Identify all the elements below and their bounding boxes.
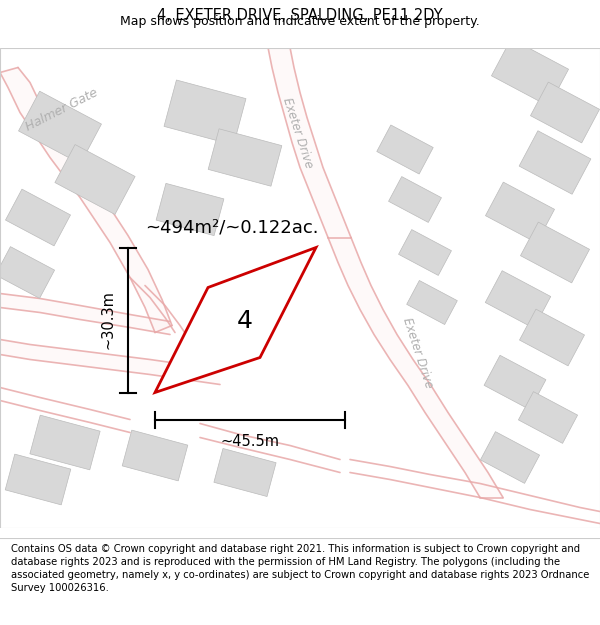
Polygon shape	[481, 432, 539, 483]
Polygon shape	[484, 355, 546, 410]
Polygon shape	[5, 454, 71, 505]
Polygon shape	[377, 125, 433, 174]
Polygon shape	[485, 182, 554, 243]
Polygon shape	[520, 222, 590, 283]
Polygon shape	[407, 281, 457, 324]
Text: ~494m²/~0.122ac.: ~494m²/~0.122ac.	[145, 219, 319, 236]
Polygon shape	[5, 189, 70, 246]
Text: Exeter Drive: Exeter Drive	[280, 96, 316, 169]
Polygon shape	[0, 339, 220, 384]
Polygon shape	[530, 82, 599, 143]
Polygon shape	[155, 248, 316, 392]
Polygon shape	[268, 48, 351, 238]
Polygon shape	[518, 392, 578, 443]
Polygon shape	[389, 177, 442, 222]
Polygon shape	[328, 238, 503, 498]
Polygon shape	[164, 80, 246, 145]
Polygon shape	[208, 129, 282, 186]
Polygon shape	[491, 39, 569, 106]
Polygon shape	[0, 247, 55, 298]
Polygon shape	[0, 294, 170, 334]
Polygon shape	[398, 229, 451, 276]
Polygon shape	[214, 449, 276, 496]
Polygon shape	[30, 415, 100, 470]
Polygon shape	[520, 309, 584, 366]
Text: Exeter Drive: Exeter Drive	[400, 316, 436, 389]
Text: ~30.3m: ~30.3m	[101, 291, 116, 349]
Polygon shape	[156, 183, 224, 236]
Text: Halmer Gate: Halmer Gate	[23, 86, 100, 133]
Polygon shape	[519, 131, 591, 194]
Text: ~45.5m: ~45.5m	[221, 434, 280, 449]
Polygon shape	[19, 91, 101, 164]
Polygon shape	[0, 68, 172, 332]
Text: Contains OS data © Crown copyright and database right 2021. This information is : Contains OS data © Crown copyright and d…	[11, 544, 589, 593]
Text: Map shows position and indicative extent of the property.: Map shows position and indicative extent…	[120, 15, 480, 28]
Polygon shape	[122, 430, 188, 481]
Polygon shape	[55, 144, 135, 214]
Text: 4: 4	[237, 309, 253, 333]
Text: 4, EXETER DRIVE, SPALDING, PE11 2DY: 4, EXETER DRIVE, SPALDING, PE11 2DY	[157, 8, 443, 22]
Polygon shape	[485, 271, 551, 328]
